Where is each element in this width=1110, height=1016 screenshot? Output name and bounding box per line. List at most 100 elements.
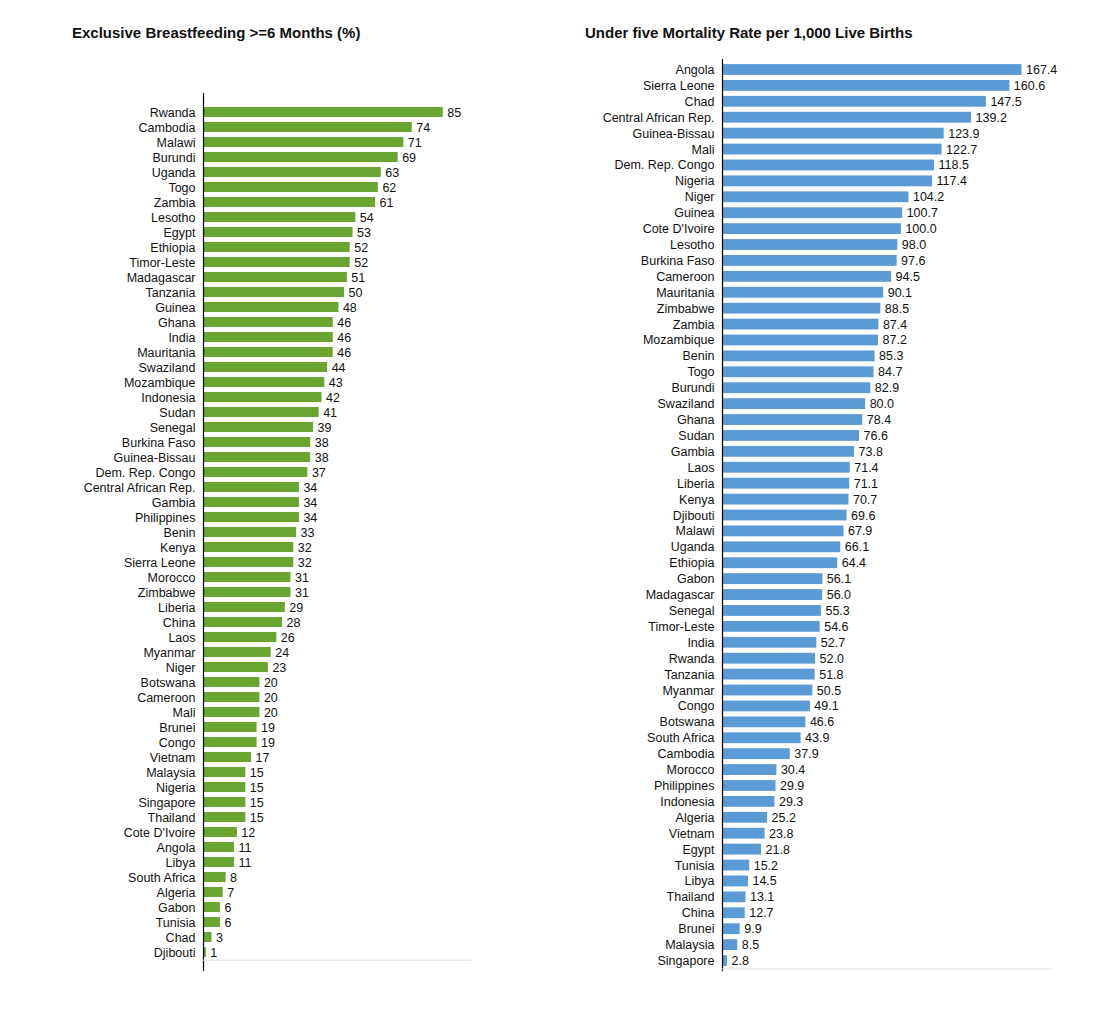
- svg-text:100.7: 100.7: [907, 206, 938, 220]
- svg-text:15: 15: [250, 766, 264, 780]
- svg-text:Timor-Leste: Timor-Leste: [129, 256, 195, 270]
- svg-text:Chad: Chad: [685, 95, 715, 109]
- svg-text:Madagascar: Madagascar: [646, 588, 715, 602]
- svg-text:Congo: Congo: [159, 736, 196, 750]
- svg-text:167.4: 167.4: [1026, 63, 1057, 77]
- svg-text:Guinea-Bissau: Guinea-Bissau: [633, 127, 715, 141]
- svg-text:15: 15: [250, 796, 264, 810]
- svg-text:52.7: 52.7: [821, 636, 845, 650]
- svg-text:24: 24: [275, 646, 289, 660]
- svg-text:66.1: 66.1: [845, 540, 869, 554]
- svg-text:80.0: 80.0: [870, 397, 894, 411]
- svg-text:Vietnam: Vietnam: [669, 827, 715, 841]
- svg-text:Lesotho: Lesotho: [151, 211, 196, 225]
- svg-text:54: 54: [360, 211, 374, 225]
- svg-text:Zambia: Zambia: [673, 318, 715, 332]
- svg-text:8: 8: [230, 871, 237, 885]
- svg-text:Botswana: Botswana: [141, 676, 196, 690]
- svg-text:Egypt: Egypt: [683, 843, 715, 857]
- svg-text:Central African Rep.: Central African Rep.: [603, 111, 715, 125]
- svg-text:29.9: 29.9: [780, 779, 804, 793]
- svg-text:54.6: 54.6: [824, 620, 848, 634]
- svg-text:Rwanda: Rwanda: [669, 652, 715, 666]
- svg-text:Gabon: Gabon: [158, 901, 196, 915]
- svg-text:Ghana: Ghana: [158, 316, 196, 330]
- svg-text:32: 32: [298, 556, 312, 570]
- svg-text:Cameroon: Cameroon: [137, 691, 195, 705]
- svg-text:15.2: 15.2: [754, 859, 778, 873]
- svg-text:82.9: 82.9: [875, 381, 899, 395]
- svg-text:32: 32: [298, 541, 312, 555]
- svg-text:46.6: 46.6: [810, 715, 834, 729]
- svg-text:6: 6: [224, 901, 231, 915]
- svg-text:Dem. Rep. Congo: Dem. Rep. Congo: [95, 466, 195, 480]
- svg-text:51.8: 51.8: [819, 668, 843, 682]
- svg-text:Ethiopia: Ethiopia: [669, 556, 714, 570]
- svg-text:50.5: 50.5: [817, 684, 841, 698]
- svg-text:11: 11: [239, 841, 252, 855]
- svg-text:Guinea: Guinea: [155, 301, 195, 315]
- svg-text:Vietnam: Vietnam: [150, 751, 196, 765]
- svg-text:Laos: Laos: [168, 631, 195, 645]
- svg-text:38: 38: [315, 451, 329, 465]
- svg-text:19: 19: [261, 721, 275, 735]
- svg-text:104.2: 104.2: [913, 190, 944, 204]
- svg-text:Tunisia: Tunisia: [156, 916, 196, 930]
- svg-text:Brunei: Brunei: [159, 721, 195, 735]
- svg-text:98.0: 98.0: [902, 238, 926, 252]
- svg-text:123.9: 123.9: [948, 127, 979, 141]
- svg-text:28: 28: [286, 616, 300, 630]
- svg-text:41: 41: [323, 406, 337, 420]
- svg-text:9.9: 9.9: [744, 922, 761, 936]
- svg-text:Sierra Leone: Sierra Leone: [643, 79, 715, 93]
- svg-text:Malawi: Malawi: [157, 136, 196, 150]
- svg-text:Swaziland: Swaziland: [139, 361, 196, 375]
- svg-text:23.8: 23.8: [769, 827, 793, 841]
- svg-text:Mozambique: Mozambique: [643, 333, 715, 347]
- svg-text:Gambia: Gambia: [152, 496, 196, 510]
- svg-text:Ghana: Ghana: [677, 413, 715, 427]
- svg-text:26: 26: [281, 631, 295, 645]
- svg-text:Togo: Togo: [687, 365, 714, 379]
- svg-text:Dem. Rep. Congo: Dem. Rep. Congo: [614, 158, 714, 172]
- svg-text:23: 23: [272, 661, 286, 675]
- svg-text:Guinea: Guinea: [674, 206, 714, 220]
- svg-text:Angola: Angola: [676, 63, 715, 77]
- svg-text:63: 63: [385, 166, 399, 180]
- svg-text:29: 29: [289, 601, 303, 615]
- svg-text:12.7: 12.7: [749, 906, 773, 920]
- svg-text:Botswana: Botswana: [660, 715, 715, 729]
- svg-text:67.9: 67.9: [848, 524, 872, 538]
- svg-text:88.5: 88.5: [885, 302, 909, 316]
- svg-text:15: 15: [250, 811, 264, 825]
- svg-text:Rwanda: Rwanda: [150, 106, 196, 120]
- svg-text:Singapore: Singapore: [139, 796, 196, 810]
- svg-text:2.8: 2.8: [732, 954, 749, 968]
- svg-text:Ethiopia: Ethiopia: [150, 241, 195, 255]
- svg-text:51: 51: [351, 271, 365, 285]
- svg-text:Zimbabwe: Zimbabwe: [657, 302, 715, 316]
- svg-text:6: 6: [224, 916, 231, 930]
- svg-text:160.6: 160.6: [1014, 79, 1045, 93]
- svg-text:Indonesia: Indonesia: [141, 391, 195, 405]
- svg-text:Uganda: Uganda: [671, 540, 715, 554]
- svg-text:Gambia: Gambia: [671, 445, 715, 459]
- svg-text:South Africa: South Africa: [128, 871, 195, 885]
- svg-text:70.7: 70.7: [853, 493, 877, 507]
- svg-text:Myanmar: Myanmar: [143, 646, 195, 660]
- svg-text:Togo: Togo: [168, 181, 195, 195]
- svg-text:44: 44: [332, 361, 346, 375]
- svg-text:31: 31: [295, 571, 309, 585]
- svg-text:17: 17: [255, 751, 269, 765]
- svg-text:13.1: 13.1: [750, 890, 774, 904]
- svg-text:Algeria: Algeria: [676, 811, 715, 825]
- svg-text:Sudan: Sudan: [678, 429, 714, 443]
- svg-text:Zambia: Zambia: [154, 196, 196, 210]
- svg-text:Cote D'Ivoire: Cote D'Ivoire: [124, 826, 196, 840]
- svg-text:Kenya: Kenya: [160, 541, 195, 555]
- svg-text:Burundi: Burundi: [671, 381, 714, 395]
- svg-text:Lesotho: Lesotho: [670, 238, 715, 252]
- svg-text:Brunei: Brunei: [678, 922, 714, 936]
- svg-text:39: 39: [318, 421, 332, 435]
- svg-text:42: 42: [326, 391, 340, 405]
